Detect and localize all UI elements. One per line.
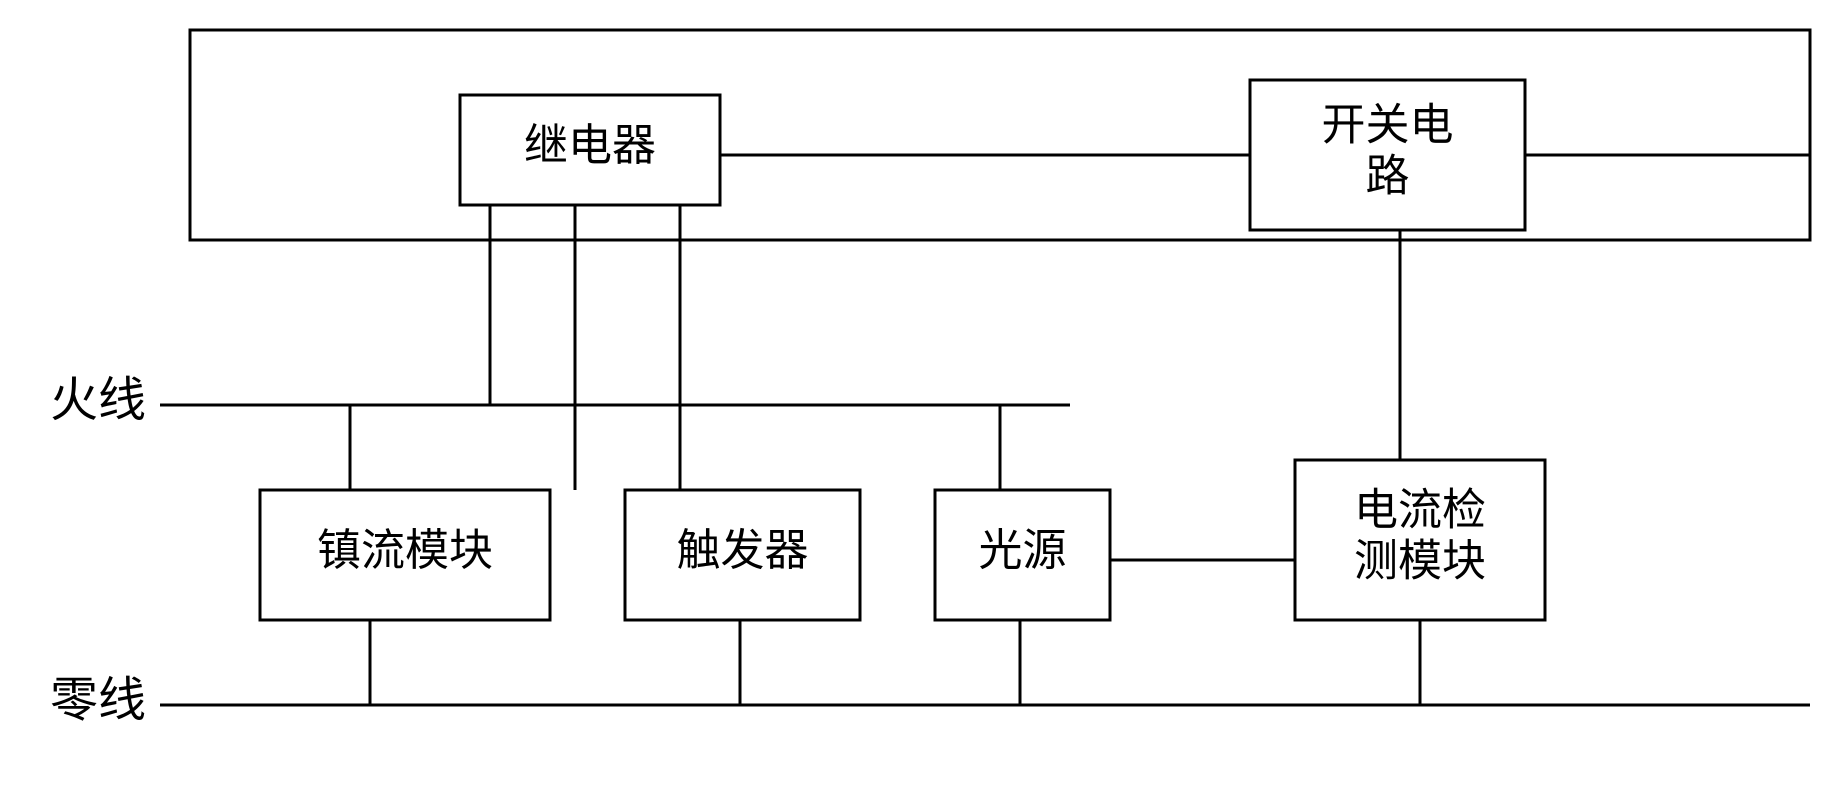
- node-ballast-label: 镇流模块: [317, 526, 493, 575]
- outer-frame: [190, 30, 1810, 240]
- label-live-wire: 火线: [50, 374, 146, 427]
- node-trigger-label: 触发器: [677, 526, 809, 575]
- label-neutral-wire: 零线: [50, 674, 146, 727]
- node-relay-label: 继电器: [524, 121, 656, 170]
- node-detect-label: 电流检测模块: [1354, 486, 1486, 586]
- node-light-label: 光源: [979, 526, 1067, 575]
